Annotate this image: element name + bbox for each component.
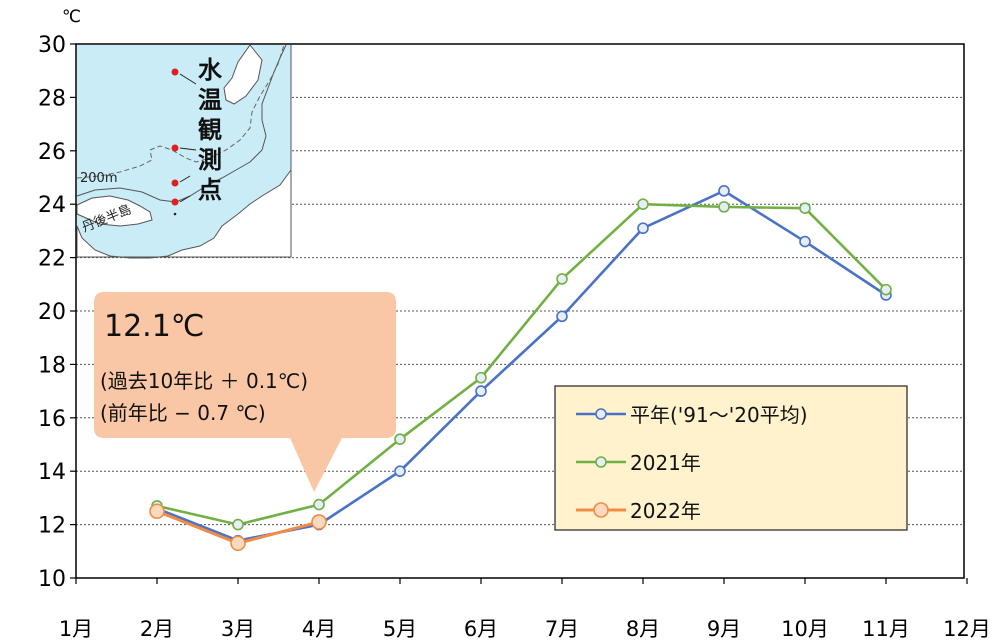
x-tick-label: 9月 [707, 617, 741, 641]
station-arrow [179, 175, 191, 183]
x-tick-label: 11月 [862, 617, 910, 641]
y-tick-label: 26 [38, 140, 66, 165]
data-point [394, 433, 406, 445]
map-label-char: 温 [198, 86, 222, 114]
station-arrow [179, 73, 197, 85]
callout-vs-10yr: (過去10年比 ＋ 0.1℃) [100, 369, 308, 393]
observation-stations [171, 68, 197, 216]
x-tick-label: 6月 [464, 617, 498, 641]
legend-label: 2021年 [630, 451, 701, 475]
callout-bubble [94, 292, 396, 492]
data-point [230, 535, 246, 552]
data-point [637, 222, 649, 235]
legend-swatch-marker [595, 456, 607, 468]
latest-value-callout: 12.1℃ (過去10年比 ＋ 0.1℃) (前年比 − 0.7 ℃) [94, 292, 396, 492]
data-point [313, 498, 325, 511]
legend-label: 平年('91～'20平均) [630, 403, 808, 427]
x-tick-label: 12月 [943, 617, 991, 641]
data-point [880, 283, 892, 296]
data-point [799, 202, 811, 215]
station-arrow [179, 195, 191, 203]
y-tick-label: 22 [38, 247, 66, 272]
data-point [394, 465, 406, 478]
data-point [232, 518, 244, 531]
x-tick-label: 7月 [545, 617, 579, 641]
x-axis-ticks: 1月 2月 3月 4月 5月 6月 7月 8月 9月 10月 11月 12月 [59, 578, 991, 641]
legend-swatch-marker [595, 408, 607, 420]
legend-swatch-marker [593, 502, 609, 518]
x-tick-label: 10月 [781, 617, 829, 641]
map-coastline [76, 44, 287, 203]
y-tick-label: 28 [38, 86, 66, 111]
data-point [637, 198, 649, 210]
x-tick-label: 1月 [59, 617, 93, 641]
legend-label: 2022年 [630, 499, 701, 523]
data-point [799, 235, 811, 248]
x-tick-label: 3月 [221, 617, 255, 641]
data-point [556, 273, 568, 285]
map-label-char: 水 [198, 56, 223, 84]
data-point [718, 185, 730, 197]
station-dot [171, 179, 179, 187]
data-point [149, 503, 165, 520]
legend-box [554, 385, 908, 531]
y-tick-label: 12 [38, 514, 66, 539]
y-axis-ticks: 10 12 14 16 18 20 22 24 26 28 30 [38, 33, 76, 592]
y-unit-label: ℃ [62, 7, 81, 27]
data-point [718, 201, 730, 213]
series-2 [149, 503, 327, 552]
depth-contour-label: 200m [80, 171, 117, 186]
station-dot [171, 144, 179, 152]
data-point [311, 514, 327, 530]
y-tick-label: 10 [38, 567, 66, 592]
station-dot [171, 198, 179, 206]
data-point [475, 371, 487, 384]
y-tick-label: 30 [38, 33, 66, 58]
series-line [156, 202, 887, 526]
callout-main-value: 12.1℃ [104, 309, 205, 344]
callout-vs-last-year: (前年比 − 0.7 ℃) [100, 401, 266, 425]
series-1 [151, 198, 892, 531]
y-tick-label: 18 [38, 353, 66, 378]
depth-contour-line [76, 44, 285, 179]
y-tick-label: 16 [38, 407, 66, 432]
x-tick-label: 5月 [383, 617, 417, 641]
station-dot [171, 68, 179, 76]
y-tick-label: 14 [38, 460, 66, 485]
x-tick-label: 2月 [140, 617, 174, 641]
data-point [556, 310, 568, 323]
station-arrow [179, 147, 197, 151]
map-label-char: 測 [198, 146, 222, 174]
x-tick-label: 8月 [626, 617, 660, 641]
legend: 平年('91～'20平均) 2021年 2022年 [554, 385, 908, 531]
y-tick-label: 24 [38, 193, 66, 218]
x-tick-label: 4月 [302, 617, 336, 641]
map-land [76, 44, 292, 259]
map-label-char: 観 [198, 116, 222, 144]
data-series [149, 185, 892, 552]
map-label-char: 点 [198, 176, 222, 204]
y-tick-label: 20 [38, 300, 66, 325]
station-dot-small [173, 212, 177, 216]
data-point [475, 385, 487, 397]
